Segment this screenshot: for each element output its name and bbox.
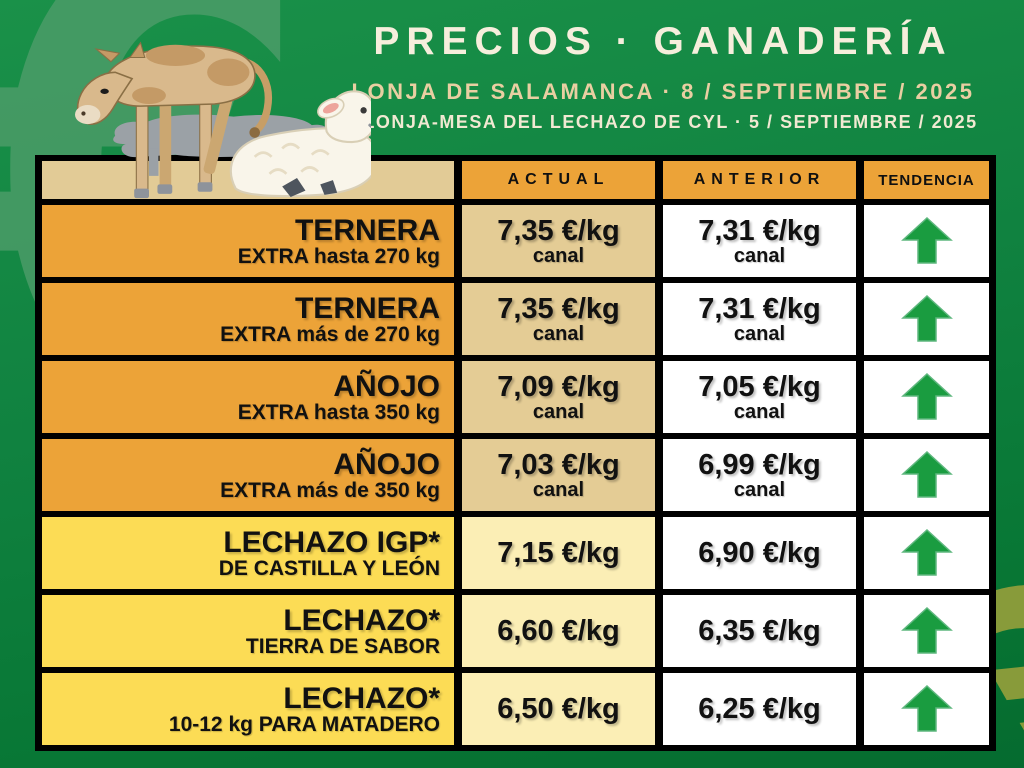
actual-unit: canal [532, 400, 585, 423]
trend-cell [860, 514, 993, 592]
trend-up-icon [900, 685, 953, 732]
price-table: ACTUAL ANTERIOR TENDENCIA TERNERA EXTRA … [35, 155, 996, 751]
actual-unit: canal [532, 322, 585, 345]
anterior-price-cell: 7,31 €/kg canal [659, 280, 860, 358]
product-detail: EXTRA más de 350 kg [220, 479, 440, 503]
anterior-unit: canal [733, 322, 786, 345]
trend-up-icon [900, 529, 953, 576]
product-name: TERNERA [294, 291, 440, 325]
anterior-unit: canal [733, 478, 786, 501]
anterior-price-cell: 6,99 €/kg canal [659, 436, 860, 514]
header-actual: ACTUAL [458, 158, 659, 202]
trend-up-icon [900, 607, 953, 654]
product-detail: EXTRA hasta 350 kg [237, 401, 440, 425]
anterior-price-cell: 6,35 €/kg [659, 592, 860, 670]
product-name: AÑOJO [333, 369, 440, 403]
anterior-price-cell: 7,31 €/kg canal [659, 202, 860, 280]
calf-icon [75, 41, 273, 199]
actual-price: 6,60 €/kg [497, 614, 620, 647]
anterior-price: 7,05 €/kg [698, 370, 821, 403]
product-detail: TIERRA DE SABOR [245, 635, 440, 659]
trend-up-icon [900, 451, 953, 498]
trend-cell [860, 670, 993, 748]
anterior-unit: canal [733, 244, 786, 267]
trend-up-icon [900, 217, 953, 264]
trend-cell [860, 358, 993, 436]
product-cell: LECHAZO* TIERRA DE SABOR [38, 592, 458, 670]
masthead: PRECIOS · GANADERÍA LONJA DE SALAMANCA ·… [322, 20, 1004, 133]
lamb-icon [229, 90, 371, 198]
header-tendencia: TENDENCIA [860, 158, 993, 202]
table-row: AÑOJO EXTRA hasta 350 kg 7,09 €/kg canal… [38, 358, 993, 436]
product-cell: AÑOJO EXTRA hasta 350 kg [38, 358, 458, 436]
subtitle-lonja-mesa-lechazo: * LONJA-MESA DEL LECHAZO DE CYL · 5 / SE… [348, 112, 978, 132]
table-row: LECHAZO* TIERRA DE SABOR 6,60 €/kg 6,35 … [38, 592, 993, 670]
anterior-price: 7,31 €/kg [698, 214, 821, 247]
table-row: TERNERA EXTRA más de 270 kg 7,35 €/kg ca… [38, 280, 993, 358]
anterior-price: 6,99 €/kg [698, 448, 821, 481]
anterior-price: 7,31 €/kg [698, 292, 821, 325]
subtitle-lonja-salamanca: LONJA DE SALAMANCA · 8 / SEPTIEMBRE / 20… [351, 79, 975, 104]
table-row: LECHAZO* 10-12 kg PARA MATADERO 6,50 €/k… [38, 670, 993, 748]
anterior-price: 6,25 €/kg [698, 692, 821, 725]
calf-and-lamb-illustration [75, 41, 371, 199]
actual-price: 6,50 €/kg [497, 692, 620, 725]
actual-unit: canal [532, 478, 585, 501]
trend-cell [860, 202, 993, 280]
actual-price: 7,03 €/kg [497, 448, 620, 481]
trend-up-icon [900, 295, 953, 342]
table-row: TERNERA EXTRA hasta 270 kg 7,35 €/kg can… [38, 202, 993, 280]
product-detail: 10-12 kg PARA MATADERO [168, 713, 440, 737]
product-cell: TERNERA EXTRA más de 270 kg [38, 280, 458, 358]
actual-price-cell: 7,15 €/kg [458, 514, 659, 592]
anterior-price: 6,90 €/kg [698, 536, 821, 569]
trend-cell [860, 592, 993, 670]
trend-cell [860, 436, 993, 514]
page-title: PRECIOS · GANADERÍA [373, 20, 953, 63]
table-row: LECHAZO IGP* DE CASTILLA Y LEÓN 7,15 €/k… [38, 514, 993, 592]
product-detail: DE CASTILLA Y LEÓN [218, 557, 440, 581]
actual-unit: canal [532, 244, 585, 267]
anterior-price-cell: 6,90 €/kg [659, 514, 860, 592]
actual-price-cell: 7,03 €/kg canal [458, 436, 659, 514]
actual-price: 7,35 €/kg [497, 214, 620, 247]
actual-price-cell: 7,35 €/kg canal [458, 202, 659, 280]
actual-price: 7,35 €/kg [497, 292, 620, 325]
product-cell: AÑOJO EXTRA más de 350 kg [38, 436, 458, 514]
product-name: TERNERA [294, 213, 440, 247]
actual-price-cell: 6,60 €/kg [458, 592, 659, 670]
anterior-unit: canal [733, 400, 786, 423]
actual-price-cell: 7,35 €/kg canal [458, 280, 659, 358]
product-detail: EXTRA hasta 270 kg [237, 245, 440, 269]
trend-cell [860, 280, 993, 358]
anterior-price-cell: 6,25 €/kg [659, 670, 860, 748]
trend-up-icon [900, 373, 953, 420]
product-cell: LECHAZO IGP* DE CASTILLA Y LEÓN [38, 514, 458, 592]
anterior-price: 6,35 €/kg [698, 614, 821, 647]
product-name: LECHAZO* [283, 681, 440, 715]
product-name: LECHAZO* [283, 603, 440, 637]
anterior-price-cell: 7,05 €/kg canal [659, 358, 860, 436]
table-row: AÑOJO EXTRA más de 350 kg 7,03 €/kg cana… [38, 436, 993, 514]
product-cell: TERNERA EXTRA hasta 270 kg [38, 202, 458, 280]
product-detail: EXTRA más de 270 kg [220, 323, 440, 347]
actual-price-cell: 6,50 €/kg [458, 670, 659, 748]
actual-price-cell: 7,09 €/kg canal [458, 358, 659, 436]
actual-price: 7,15 €/kg [497, 536, 620, 569]
header-anterior: ANTERIOR [659, 158, 860, 202]
product-name: AÑOJO [333, 447, 440, 481]
product-cell: LECHAZO* 10-12 kg PARA MATADERO [38, 670, 458, 748]
product-name: LECHAZO IGP* [223, 525, 440, 559]
actual-price: 7,09 €/kg [497, 370, 620, 403]
